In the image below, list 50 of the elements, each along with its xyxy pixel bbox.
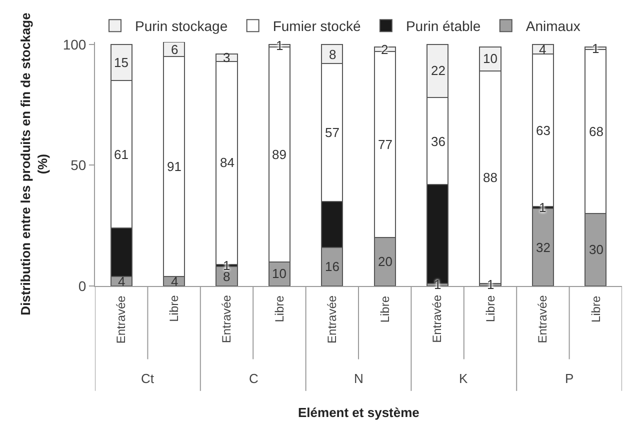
data-label: 8	[329, 47, 336, 62]
data-label: 32	[536, 240, 550, 255]
y-tick-label: 100	[62, 36, 86, 52]
legend-label: Purin étable	[406, 18, 481, 34]
x-tick-label: Libre	[272, 295, 287, 322]
data-label: 91	[167, 159, 182, 174]
text: N	[354, 371, 364, 386]
y-axis-title: Distribution entre les produits en fin de stockage (%)	[18, 12, 50, 316]
y-tick-label: 0	[78, 278, 86, 294]
data-label: 10	[272, 266, 286, 281]
data-label: 4	[171, 274, 178, 289]
text: P	[565, 371, 574, 386]
data-label: 4	[118, 274, 126, 289]
x-tick-label: Libre	[167, 294, 182, 322]
x-axis-title: Elément et système	[298, 405, 420, 420]
data-label: 88	[483, 170, 498, 185]
data-label: 1	[539, 200, 546, 215]
data-label: 1	[434, 277, 442, 292]
y-tick-label: 50	[70, 157, 86, 174]
data-label: 22	[431, 63, 446, 78]
x-tick-label: Entravée	[324, 295, 339, 344]
legend-label: Fumier stocké	[272, 18, 361, 34]
x-tick-label: Entravée	[536, 294, 550, 344]
data-label: 36	[431, 134, 446, 149]
data-label: 6	[171, 42, 178, 57]
text: C	[249, 371, 258, 386]
data-label: 20	[378, 254, 392, 269]
data-label: 1	[487, 277, 494, 292]
data-label: 30	[589, 242, 604, 257]
data-label: 16	[325, 259, 340, 274]
data-label: 10	[483, 51, 498, 66]
data-label: 63	[536, 123, 550, 138]
data-label: 84	[220, 155, 234, 170]
text: Ct	[141, 371, 154, 386]
x-tick-label: Libre	[588, 295, 603, 322]
legend-label: Purin stockage	[135, 18, 228, 34]
x-tick-label: Entravée	[219, 294, 234, 344]
x-tick-label: Libre	[378, 296, 392, 323]
data-label: 89	[272, 147, 286, 162]
text: K	[459, 371, 468, 386]
data-label: 4	[539, 42, 546, 57]
legend-label: Animaux	[526, 18, 580, 34]
data-label: 61	[114, 147, 128, 162]
data-label: 57	[325, 125, 340, 140]
data-label: 15	[114, 55, 128, 70]
x-tick-label: Libre	[483, 295, 498, 322]
x-tick-label: Entravée	[114, 295, 128, 344]
data-label: 77	[378, 137, 392, 152]
x-tick-label: Entravée	[430, 294, 444, 343]
data-label: 68	[589, 124, 604, 139]
